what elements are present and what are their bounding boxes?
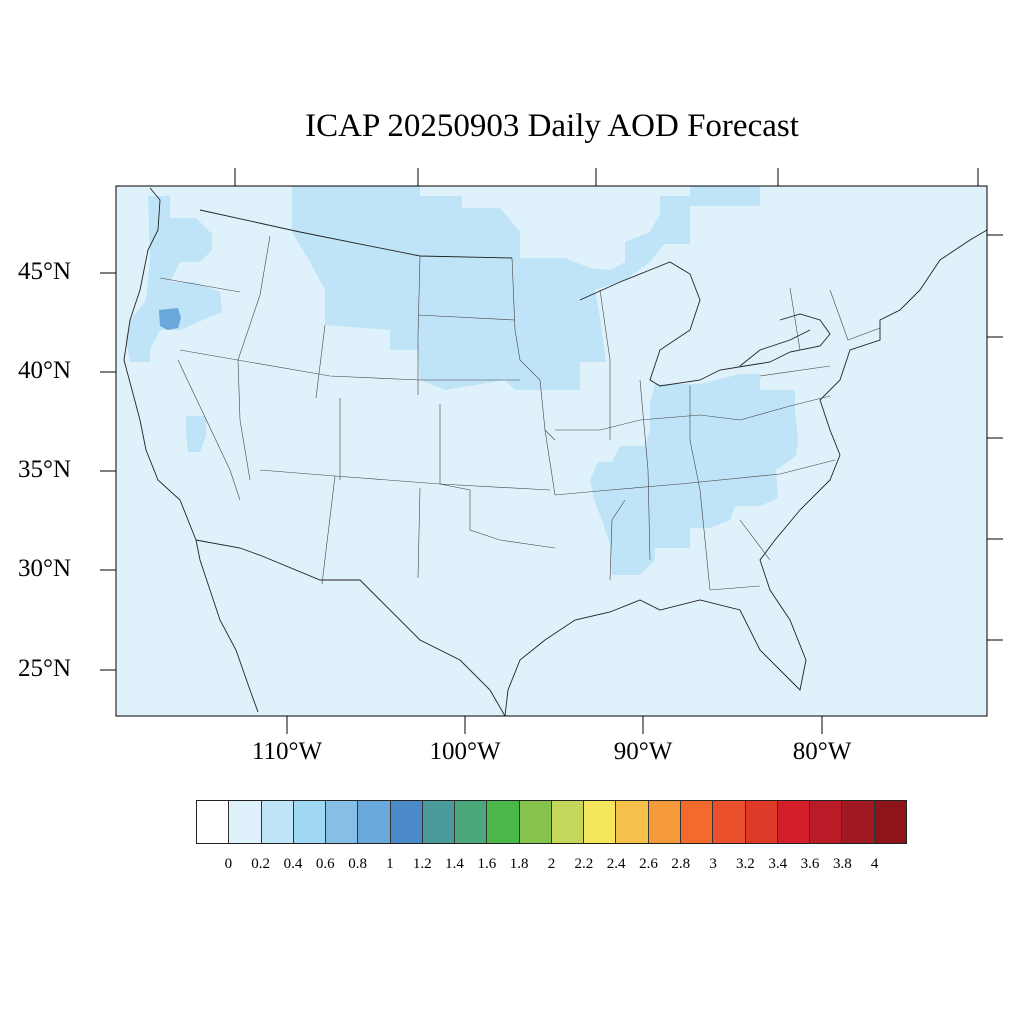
colorbar-label: 3.8 (832, 856, 852, 872)
colorbar-label: 0.6 (315, 856, 335, 872)
colorbar-cell (810, 801, 843, 843)
bottom-ticks (286, 716, 823, 734)
lon-label-90w: 90°W (613, 738, 673, 765)
colorbar-label: 3.4 (768, 856, 788, 872)
colorbar-label: 2.2 (574, 856, 594, 872)
colorbar-label: 1.4 (445, 856, 464, 872)
colorbar-cell (261, 801, 294, 843)
map-frame (115, 185, 988, 717)
right-ticks (987, 234, 1003, 641)
colorbar-label: 0.4 (283, 856, 303, 872)
colorbar-label: 1 (386, 856, 394, 872)
lat-label-45: 45°N (18, 258, 72, 285)
colorbar-label: 2 (547, 856, 556, 872)
colorbar-cell (422, 801, 456, 843)
colorbar-cell (745, 801, 778, 843)
colorbar-label: 2.4 (606, 856, 626, 872)
lon-label-110w: 110°W (251, 738, 323, 765)
colorbar-label: 1.8 (509, 856, 529, 872)
colorbar-cell (648, 801, 681, 843)
aod-hotspot (159, 308, 181, 330)
colorbar-cell (680, 801, 714, 843)
colorbar-cell (713, 801, 746, 843)
colorbar-label: 2.6 (639, 856, 658, 872)
colorbar-label: 1.6 (477, 856, 497, 872)
lon-label-80w: 80°W (792, 738, 852, 765)
colorbar-cell (874, 801, 906, 843)
colorbar-cell (777, 801, 811, 843)
colorbar-label: 1.2 (412, 856, 432, 872)
colorbar-label: 3.6 (800, 856, 820, 872)
colorbar-cell (842, 801, 875, 843)
colorbar-cell (616, 801, 649, 843)
colorbar-cell (551, 801, 585, 843)
colorbar-cell (293, 801, 327, 843)
lon-label-100w: 100°W (429, 738, 501, 765)
colorbar-cell (197, 801, 230, 843)
colorbar-label: 0.2 (251, 856, 270, 872)
colorbar-label: 0.8 (348, 856, 367, 872)
colorbar-cell (519, 801, 552, 843)
colorbar-cell (584, 801, 617, 843)
lat-label-35: 35°N (18, 456, 72, 483)
colorbar-cell (326, 801, 359, 843)
aod-patches (126, 186, 798, 575)
colorbar-label: 3.2 (736, 856, 755, 872)
colorbar-label: 2.8 (671, 856, 691, 872)
colorbar-cell (390, 801, 423, 843)
colorbar-cell (358, 801, 391, 843)
colorbar-label: 3 (709, 856, 717, 872)
colorbar (196, 800, 907, 844)
colorbar-cell (229, 801, 262, 843)
colorbar-label: 0 (224, 856, 233, 872)
lat-label-30: 30°N (18, 555, 72, 582)
colorbar-cell (487, 801, 520, 843)
colorbar-cell (455, 801, 488, 843)
left-ticks (100, 272, 116, 671)
coastline-borders (123, 187, 988, 717)
state-lines (159, 235, 881, 591)
chart-title: ICAP 20250903 Daily AOD Forecast (305, 108, 799, 144)
lat-label-40: 40°N (18, 357, 72, 384)
top-ticks (234, 168, 979, 186)
lat-label-25: 25°N (18, 655, 72, 682)
colorbar-label: 4 (870, 856, 879, 872)
